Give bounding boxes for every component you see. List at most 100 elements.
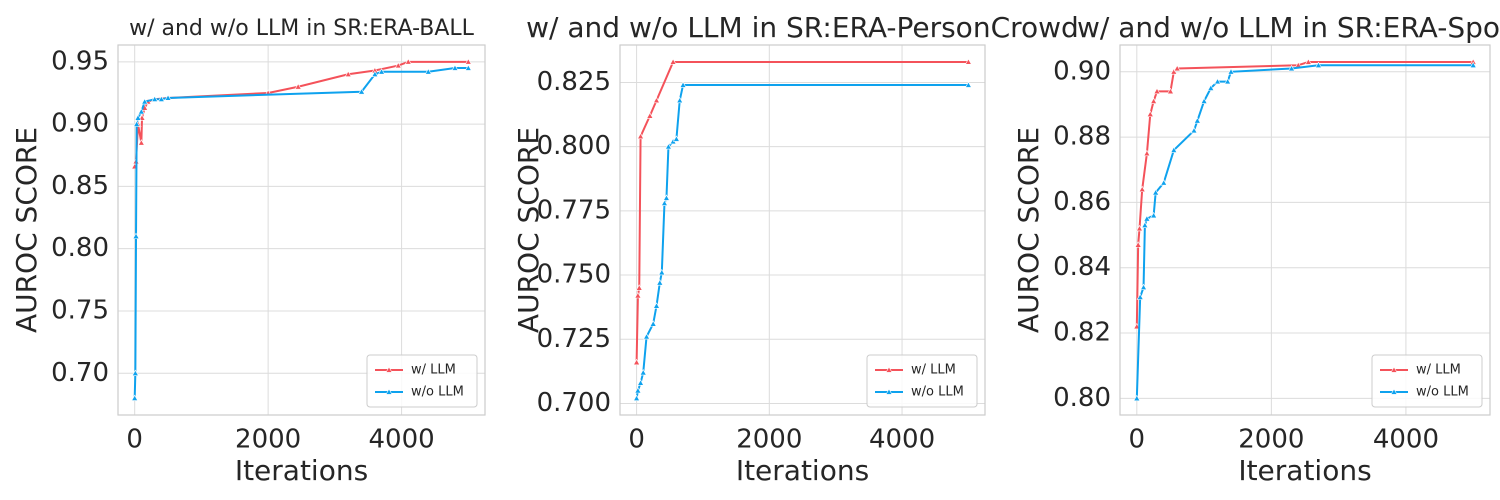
marker [137,108,145,115]
marker [1469,61,1477,68]
marker [1190,126,1198,134]
x-tick-label: 0 [628,425,645,455]
y-tick-label: 0.95 [51,46,109,76]
marker [633,358,641,366]
marker [404,58,412,65]
marker [676,96,684,104]
marker [1160,179,1168,186]
y-axis-label: AUROC SCORE [512,127,545,333]
marker [1143,215,1151,222]
marker [646,112,654,119]
legend-label: w/o LLM [1416,385,1469,400]
marker [464,64,472,71]
marker [132,232,140,239]
y-tick-label: 0.725 [537,324,611,354]
marker [634,386,642,394]
marker [1133,394,1141,402]
marker [294,83,302,90]
y-tick-label: 0.80 [1053,383,1111,413]
axes-frame [1119,44,1491,416]
y-tick-label: 0.75 [51,295,109,325]
marker [637,132,645,140]
legend-marker [1390,366,1398,373]
marker [1146,110,1154,117]
marker [1214,77,1222,85]
marker [134,114,142,121]
marker [634,291,642,299]
marker [131,394,139,401]
y-tick-label: 0.82 [1053,318,1111,348]
legend: w/ LLM w/o LLM [366,354,478,408]
subplot: 0.700 0.725 0.750 0.775 0.800 0.825 0 2000 4000 w… [512,11,1079,487]
marker [344,70,352,77]
marker [1170,68,1178,75]
marker [464,58,472,65]
marker [662,194,670,201]
legend-label: w/ LLM [911,363,956,378]
legend: w/ LLM w/o LLM [1371,354,1483,408]
y-tick-label: 0.90 [1053,56,1111,86]
plot-area [118,45,485,415]
y-tick-label: 0.86 [1053,187,1111,217]
legend-marker [885,366,893,373]
marker [652,302,661,309]
y-tick-label: 0.90 [51,109,109,139]
legend-marker [385,388,393,395]
x-axis-label: Iterations [1238,454,1371,487]
legend: w/ LLM w/o LLM [866,354,978,408]
axes-frame [619,44,986,416]
marker [658,268,666,276]
marker [1288,64,1296,72]
y-tick-label: 0.80 [51,233,109,263]
marker [1224,77,1232,85]
marker [451,64,459,71]
axes-frame [117,44,486,416]
legend-marker [385,366,393,373]
marker [1152,188,1160,196]
legend-label: w/ LLM [411,363,456,378]
y-tick-label: 0.70 [51,358,109,388]
marker [1304,58,1312,65]
marker [664,143,672,150]
series-line [1135,60,1474,327]
marker [1150,97,1158,104]
marker [1193,117,1201,124]
x-tick-label: 0 [126,425,143,455]
marker [643,333,651,340]
legend-label: w/o LLM [411,385,464,400]
y-tick-label: 0.700 [537,388,611,418]
marker [1153,87,1161,95]
marker [1150,211,1158,219]
marker [669,58,677,65]
y-axis-label: AUROC SCORE [10,127,43,333]
marker [1138,185,1146,193]
marker [679,81,687,88]
x-axis-label: Iterations [235,454,368,487]
legend-label: w/ LLM [1416,363,1461,378]
marker [964,81,972,88]
legend-box [366,354,478,408]
marker [131,369,139,376]
y-tick-label: 0.750 [537,260,611,290]
marker [672,135,680,142]
legend-label: w/o LLM [911,385,964,400]
marker [1227,68,1235,75]
legend-marker [885,388,893,395]
marker [1140,283,1148,291]
marker [1200,97,1208,104]
subplot-title: w/ and w/o LLM in SR:ERA-Spo [1077,11,1500,44]
marker [164,94,172,101]
plot-area [1120,45,1490,415]
series-line [133,67,469,399]
x-tick-label: 2000 [1238,425,1304,455]
x-tick-label: 2000 [736,425,802,455]
plot-area [620,45,985,415]
y-tick-label: 0.88 [1053,122,1111,152]
marker [1134,241,1142,248]
marker [639,369,647,376]
marker [358,88,366,95]
marker [635,284,643,291]
marker [133,120,141,127]
